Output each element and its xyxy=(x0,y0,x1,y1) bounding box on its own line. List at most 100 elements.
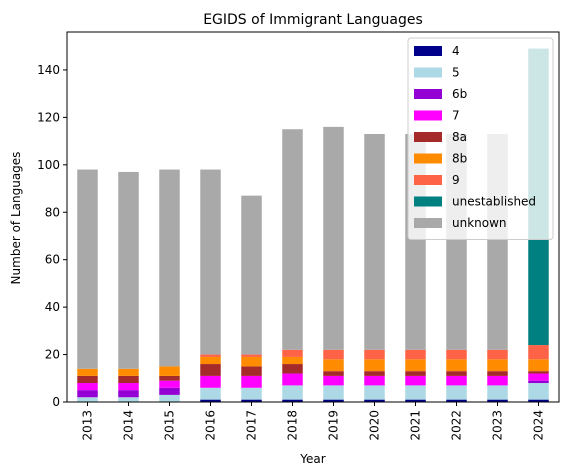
bar-2019-5 xyxy=(323,385,344,400)
bar-2018-5 xyxy=(282,385,303,400)
bar-2013-8b xyxy=(77,368,98,376)
x-ticks: 2013 2014 2015 2016 2017 2018 2019 2020 2021 2022… xyxy=(81,402,546,441)
bar-2019-8b xyxy=(323,359,344,372)
bar-2021-4 xyxy=(405,399,426,402)
bar-2015-6b xyxy=(159,387,180,395)
bar-2024-9 xyxy=(528,345,549,360)
y-tick-label: 60 xyxy=(45,253,60,267)
bar-2020-8b xyxy=(364,359,385,372)
bar-2014-7 xyxy=(118,383,139,391)
bar-2021-8a xyxy=(405,371,426,376)
y-tick-label: 20 xyxy=(45,348,60,362)
legend-label-8b: 8b xyxy=(452,152,467,166)
legend-label-unknown: unknown xyxy=(452,216,507,230)
y-tick-label: 140 xyxy=(37,63,60,77)
bar-2017-7 xyxy=(241,375,262,388)
bar-2015-8b xyxy=(159,366,180,376)
legend-label-6b: 6b xyxy=(452,87,467,101)
bar-2018-7 xyxy=(282,373,303,386)
bar-2023-7 xyxy=(487,375,508,386)
y-tick-label: 80 xyxy=(45,205,60,219)
bar-2022-9 xyxy=(446,349,467,360)
legend-label-8a: 8a xyxy=(452,130,467,144)
bar-2018-8b xyxy=(282,356,303,365)
legend-swatch-8b xyxy=(414,153,442,164)
legend-label-4: 4 xyxy=(452,44,460,58)
bar-2014-5 xyxy=(118,397,139,402)
bar-2017-4 xyxy=(241,399,262,402)
bar-2018-unknown xyxy=(282,129,303,350)
bar-2024-8b xyxy=(528,359,549,372)
bar-2024-8a xyxy=(528,371,549,374)
bar-2015-7 xyxy=(159,380,180,388)
bar-2020-unknown xyxy=(364,133,385,350)
bar-2022-8b xyxy=(446,359,467,372)
legend-label-7: 7 xyxy=(452,109,460,123)
bar-2013-unknown xyxy=(77,169,98,369)
legend-swatch-4 xyxy=(414,46,442,56)
x-tick-label: 2018 xyxy=(286,410,300,441)
bar-2018-8a xyxy=(282,364,303,374)
bar-2019-9 xyxy=(323,349,344,360)
bar-2023-9 xyxy=(487,349,508,360)
bar-2016-4 xyxy=(200,399,221,402)
y-tick-label: 0 xyxy=(52,395,60,409)
legend-label-9: 9 xyxy=(452,173,460,187)
legend-label-unestablished: unestablished xyxy=(452,195,536,209)
bar-2022-7 xyxy=(446,375,467,386)
bar-2015-5 xyxy=(159,394,180,402)
bar-2019-unknown xyxy=(323,126,344,350)
bar-2023-4 xyxy=(487,399,508,402)
bar-2017-unknown xyxy=(241,195,262,355)
x-tick-label: 2024 xyxy=(532,410,546,441)
bar-2022-4 xyxy=(446,399,467,402)
bar-2013-5 xyxy=(77,397,98,402)
bar-2017-8b xyxy=(241,356,262,367)
bar-2020-9 xyxy=(364,349,385,360)
bar-2023-8b xyxy=(487,359,508,372)
x-tick-label: 2021 xyxy=(409,410,423,441)
chart-title: EGIDS of Immigrant Languages xyxy=(203,12,423,28)
legend-swatch-5 xyxy=(414,67,442,78)
bar-2024-4 xyxy=(528,399,549,402)
bar-2014-6b xyxy=(118,390,139,398)
bar-2019-4 xyxy=(323,399,344,402)
plot-frame xyxy=(66,31,560,403)
bar-2020-4 xyxy=(364,399,385,402)
bar-2013-7 xyxy=(77,383,98,391)
x-tick-label: 2020 xyxy=(368,410,382,441)
bar-2016-unknown xyxy=(200,169,221,355)
legend: 4 5 6b 7 8a 8b 9 unestablished unknown xyxy=(407,37,554,240)
bar-2024-6b xyxy=(528,380,549,384)
bar-2021-8b xyxy=(405,359,426,372)
bar-2024-5 xyxy=(528,383,549,400)
y-tick-label: 120 xyxy=(37,110,60,124)
bar-2020-7 xyxy=(364,375,385,386)
x-tick-label: 2015 xyxy=(163,410,177,441)
bar-2016-8b xyxy=(200,356,221,365)
bar-2017-9 xyxy=(241,354,262,357)
bar-2020-8a xyxy=(364,371,385,376)
x-tick-label: 2017 xyxy=(245,410,259,441)
bar-2015-unknown xyxy=(159,169,180,367)
bar-2016-8a xyxy=(200,364,221,376)
legend-box xyxy=(407,37,554,240)
bar-2019-7 xyxy=(323,375,344,386)
bar-2018-9 xyxy=(282,349,303,357)
legend-swatch-7 xyxy=(414,110,442,121)
x-tick-label: 2016 xyxy=(204,410,218,441)
bar-2022-8a xyxy=(446,371,467,376)
bar-2018-4 xyxy=(282,399,303,402)
y-ticks: 0 20 40 60 80 100 120 140 xyxy=(37,63,67,409)
bar-2017-5 xyxy=(241,387,262,400)
bar-2013-8a xyxy=(77,375,98,384)
bar-2023-5 xyxy=(487,385,508,400)
legend-swatch-unestablished xyxy=(414,196,442,207)
bar-2014-8a xyxy=(118,375,139,384)
bar-2023-8a xyxy=(487,371,508,376)
legend-swatch-8a xyxy=(414,132,442,142)
bar-2019-8a xyxy=(323,371,344,376)
x-tick-label: 2013 xyxy=(81,410,95,441)
y-axis-label: Number of Languages xyxy=(9,152,23,285)
